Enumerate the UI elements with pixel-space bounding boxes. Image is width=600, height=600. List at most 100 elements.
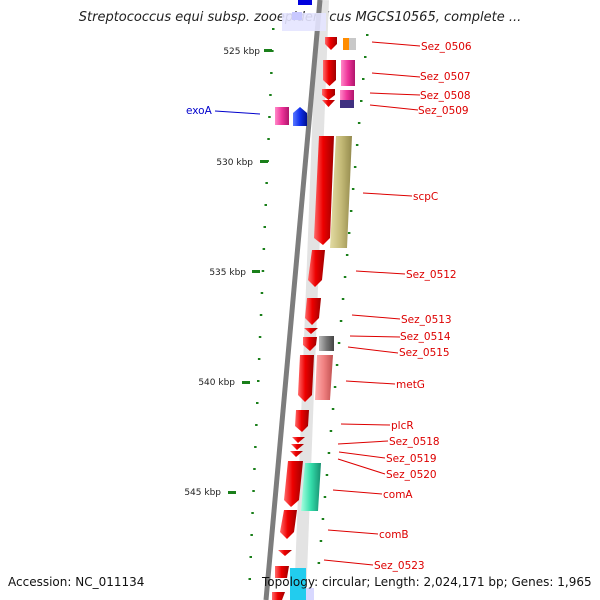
minor-tick	[249, 556, 252, 558]
minor-tick	[250, 534, 253, 536]
gene-label-metg[interactable]: metG	[396, 379, 425, 391]
gene-glyph-sez0519[interactable]	[291, 444, 304, 450]
minor-tick	[355, 144, 359, 146]
minor-tick	[254, 446, 257, 448]
gene-glyph-sez0509-dark[interactable]	[340, 100, 354, 108]
gene-label-sez0512[interactable]: Sez_0512	[406, 269, 457, 281]
gene-label-sez0506[interactable]: Sez_0506	[421, 41, 472, 53]
gene-label-sez0520[interactable]: Sez_0520	[386, 469, 437, 481]
gene-glyph-sez0506[interactable]	[325, 37, 337, 50]
gene-glyph-sez0512[interactable]	[308, 250, 325, 287]
minor-tick	[258, 336, 262, 338]
gene-label-sez0507[interactable]: Sez_0507	[420, 71, 471, 83]
minor-tick	[269, 94, 272, 96]
gene-label-exoa[interactable]: exoA	[186, 105, 213, 117]
minor-tick	[270, 72, 273, 74]
minor-tick	[267, 138, 270, 140]
gene-glyph-metg[interactable]	[298, 355, 314, 402]
gene-glyph-sez0507-pink[interactable]	[341, 60, 355, 86]
minor-tick	[257, 358, 261, 360]
gene-labels: Sez_0506 Sez_0507 Sez_0508 Sez_0509 exoA…	[186, 41, 472, 572]
gene-glyph-bottom-pale[interactable]	[306, 588, 314, 600]
minor-tick	[252, 490, 255, 492]
scale-label-525: 525 kbp	[223, 47, 260, 57]
gene-glyph-scpc-khaki[interactable]	[330, 136, 352, 248]
minor-tick	[256, 402, 259, 404]
minor-tick	[317, 562, 321, 564]
gene-glyph-sez0514[interactable]	[304, 328, 318, 334]
minor-tick	[248, 578, 251, 580]
minor-tick	[321, 518, 325, 520]
scale-label-530: 530 kbp	[216, 158, 253, 168]
gene-glyph-bottom-red[interactable]	[275, 566, 289, 578]
minor-tick	[255, 424, 258, 426]
gene-glyph-sez0515[interactable]	[303, 337, 317, 351]
gene-glyph-comb[interactable]	[280, 510, 297, 539]
gene-glyph-exoa[interactable]	[293, 107, 307, 126]
gene-glyph-coma-teal[interactable]	[301, 463, 321, 511]
minor-tick	[339, 320, 343, 322]
gene-glyph-sez0508[interactable]	[322, 89, 335, 100]
gene-label-sez0518[interactable]: Sez_0518	[389, 436, 440, 448]
scale-label-535: 535 kbp	[209, 268, 246, 278]
gene-glyph-sez0509[interactable]	[322, 100, 335, 107]
minor-tick	[341, 298, 345, 300]
gene-glyph-bottom-cyan[interactable]	[290, 568, 306, 600]
minor-tick	[264, 204, 267, 206]
label-leader-lines	[214, 41, 421, 566]
top-partial-genes	[282, 0, 326, 31]
gene-glyph-sez0523[interactable]	[278, 550, 292, 556]
minor-tick	[360, 100, 363, 102]
gene-glyph-sez0507[interactable]	[323, 60, 336, 86]
minor-tick	[353, 166, 357, 168]
minor-tick	[323, 496, 327, 498]
gene-glyph-scpc[interactable]	[314, 136, 334, 245]
gene-label-sez0514[interactable]: Sez_0514	[400, 331, 451, 343]
gene-label-plcr[interactable]: plcR	[391, 420, 414, 432]
gene-label-comb[interactable]: comB	[379, 529, 409, 541]
gene-label-sez0513[interactable]: Sez_0513	[401, 314, 452, 326]
minor-tick	[327, 452, 331, 454]
gene-glyph-sez0518[interactable]	[292, 437, 305, 443]
gene-label-sez0515[interactable]: Sez_0515	[399, 347, 450, 359]
gene-glyph-coma[interactable]	[284, 461, 303, 507]
gene-glyph-sez0513[interactable]	[305, 298, 321, 325]
scale-label-545: 545 kbp	[184, 488, 221, 498]
accession-text: Accession: NC_011134	[8, 575, 145, 589]
gene-glyph-sez0515-gray[interactable]	[319, 336, 334, 351]
gene-label-sez0508[interactable]: Sez_0508	[420, 90, 471, 102]
scale-ticks	[248, 28, 369, 580]
minor-tick	[366, 34, 369, 36]
gene-glyph-sez0508-pink[interactable]	[340, 90, 354, 100]
minor-tick	[357, 122, 361, 124]
minor-tick	[329, 430, 333, 432]
gene-glyph-plcr[interactable]	[295, 410, 309, 432]
gene-glyph-metg-salmon[interactable]	[315, 355, 333, 400]
minor-tick	[335, 364, 339, 366]
minor-tick	[333, 386, 337, 388]
gene-glyph-orange[interactable]	[343, 38, 349, 50]
gene-label-coma[interactable]: comA	[383, 489, 413, 501]
minor-tick	[349, 210, 353, 212]
gene-glyph-gray[interactable]	[349, 38, 356, 50]
gene-glyph-sez0520[interactable]	[290, 451, 303, 457]
minor-tick	[261, 270, 265, 272]
minor-tick	[262, 248, 266, 250]
scale-axis: 525 kbp 530 kbp 535 kbp 540 kbp 545 kbp	[184, 47, 272, 498]
minor-tick	[253, 468, 256, 470]
gene-label-sez0523[interactable]: Sez_0523	[374, 560, 425, 572]
gene-label-sez0509[interactable]: Sez_0509	[418, 105, 469, 117]
gene-label-scpc[interactable]: scpC	[413, 191, 438, 203]
gene-label-sez0519[interactable]: Sez_0519	[386, 453, 437, 465]
gene-glyph-exoa-pink[interactable]	[275, 107, 289, 125]
minor-tick	[257, 380, 260, 382]
minor-tick	[259, 314, 263, 316]
topology-text: Topology: circular; Length: 2,024,171 bp…	[262, 575, 592, 589]
minor-tick	[260, 292, 264, 294]
minor-tick	[362, 78, 365, 80]
scale-label-540: 540 kbp	[198, 378, 235, 388]
minor-tick	[265, 182, 268, 184]
minor-tick	[364, 56, 367, 58]
minor-tick	[251, 512, 254, 514]
